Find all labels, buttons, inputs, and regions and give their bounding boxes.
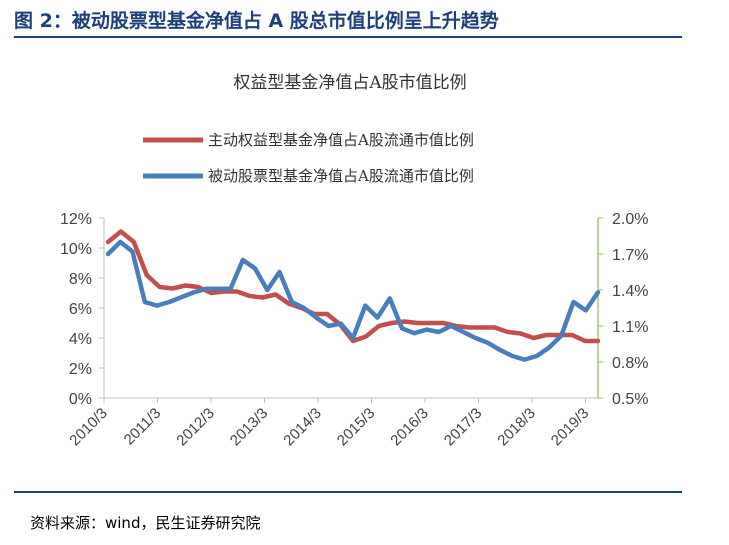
legend-label-active: 主动权益型基金净值占A股流通市值比例 [208,131,474,149]
y-right-tick-label: 1.4% [612,283,648,300]
y-left-tick-label: 12% [60,211,92,228]
series-line-active [105,229,601,344]
x-tick-label: 2012/3 [173,405,217,449]
x-tick-label: 2016/3 [387,405,431,449]
x-tick-label: 2019/3 [548,405,592,449]
y-right-tick-label: 1.7% [612,247,648,264]
y-right-tick-label: 1.1% [612,319,648,336]
x-tick-label: 2013/3 [227,405,271,449]
series-line-passive [105,239,601,362]
bottom-divider [14,491,682,493]
legend-label-passive: 被动股票型基金净值占A股流通市值比例 [208,167,474,185]
legend: 主动权益型基金净值占A股流通市值比例 被动股票型基金净值占A股流通市值比例 [143,131,474,185]
y-left-tick-label: 2% [69,361,92,378]
y-right-tick-label: 2.0% [612,211,648,228]
y-right-tick-label: 0.8% [612,355,648,372]
x-tick-label: 2017/3 [441,405,485,449]
y-right-tick-label: 0.5% [612,391,648,408]
x-tick-label: 2018/3 [494,405,538,449]
figure-title: 图 2：被动股票型基金净值占 A 股总市值比例呈上升趋势 [14,10,499,32]
x-tick-label: 2014/3 [280,405,324,449]
x-tick-label: 2011/3 [121,405,165,449]
y-left-tick-label: 10% [60,241,92,258]
y-left-tick-label: 0% [69,391,92,408]
top-divider [14,36,682,38]
x-tick-label: 2015/3 [334,405,378,449]
source-note: 资料来源：wind，民生证券研究院 [30,514,261,532]
x-tick-label: 2010/3 [66,405,110,449]
y-left-tick-label: 8% [69,271,92,288]
y-left-tick-label: 6% [69,301,92,318]
chart-title: 权益型基金净值占A股市值比例 [233,73,466,93]
series-lines [105,229,601,362]
y-left-tick-label: 4% [69,331,92,348]
axes [99,217,603,403]
